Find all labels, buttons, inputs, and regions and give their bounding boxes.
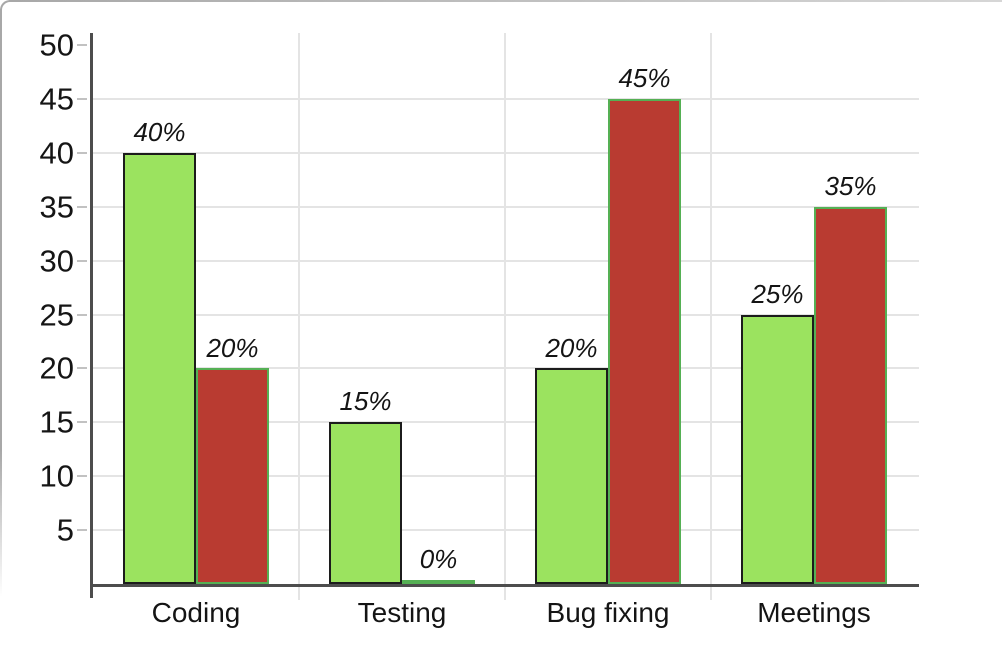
y-tick-20	[77, 367, 87, 370]
bar-value-label: 15%	[339, 386, 392, 417]
bar-series-1-green-bug-fixing: 20%	[535, 333, 608, 584]
y-tick-label-50: 50	[39, 27, 74, 63]
gridline-x-3	[710, 33, 712, 600]
category-group-bug-fixing: 20% 45%	[505, 45, 711, 584]
category-label-testing: Testing	[357, 597, 447, 628]
card-border-left	[0, 9, 2, 597]
gridline-x-2	[504, 33, 506, 600]
y-tick-label-30: 30	[39, 243, 74, 279]
y-tick-label-25: 25	[39, 297, 74, 332]
gridline-y-10	[93, 475, 919, 478]
gridline-y-15	[93, 421, 919, 424]
gridline-y-30	[93, 259, 919, 262]
y-tick-25	[77, 313, 87, 316]
gridline-y-25	[93, 313, 919, 316]
plot-area: 5 10 15 20 25 30 35 40 45 50 40% 20% 15% 0% 20% 45% 25% 3…	[40, 30, 919, 600]
bar-value-label: 20%	[206, 332, 259, 363]
gridline-y-20	[93, 367, 919, 370]
bar-value-label: 45%	[618, 63, 671, 94]
y-tick-label-5: 5	[56, 512, 74, 548]
y-tick-label-35: 35	[39, 189, 74, 225]
bar-series-1-green-coding: 40%	[123, 117, 196, 584]
y-tick-15	[77, 421, 87, 424]
y-tick-label-45: 45	[39, 81, 74, 117]
bar-columns: 40% 20% 15% 0% 20% 45% 25% 35%	[93, 45, 917, 584]
y-tick-label-40: 40	[39, 135, 74, 171]
y-tick-45	[77, 97, 87, 100]
y-tick-label-10: 10	[39, 458, 74, 494]
y-tick-30	[77, 259, 87, 262]
card-border-top	[9, 0, 1002, 2]
gridline-y-40	[93, 151, 919, 154]
bar-series-2-red-meetings: 35%	[814, 171, 887, 584]
bar-value-label: 35%	[824, 170, 877, 201]
gridline-y-35	[93, 205, 919, 208]
card-border-corner	[0, 0, 18, 18]
y-tick-label-15: 15	[39, 404, 74, 440]
y-tick-5	[77, 529, 87, 532]
category-group-testing: 15% 0%	[299, 45, 505, 584]
y-tick-35	[77, 205, 87, 208]
bar-value-label: 20%	[545, 332, 598, 363]
gridline-y-5	[93, 529, 919, 532]
bar-series-1-green-meetings: 25%	[741, 279, 814, 584]
bar-series-2-red-testing: 0%	[402, 544, 475, 584]
bar-value-label: 40%	[133, 116, 186, 147]
bar-series-2-red-coding: 20%	[196, 333, 269, 584]
x-axis-line	[90, 584, 919, 587]
gridline-x-1	[298, 33, 300, 600]
category-label-meetings: Meetings	[757, 597, 871, 628]
category-group-coding: 40% 20%	[93, 45, 299, 584]
y-tick-label-20: 20	[39, 350, 74, 386]
category-group-meetings: 25% 35%	[711, 45, 917, 584]
bar-series-2-red-bug-fixing: 45%	[608, 63, 681, 584]
y-tick-40	[77, 151, 87, 154]
y-tick-50	[77, 44, 87, 46]
y-tick-10	[77, 475, 87, 478]
gridline-y-45	[93, 97, 919, 100]
bar-series-1-green-testing: 15%	[329, 387, 402, 584]
bar-value-label: 25%	[751, 278, 804, 309]
category-label-bug-fixing: Bug fixing	[546, 597, 670, 628]
bar-value-label: 0%	[419, 544, 458, 575]
y-axis-line	[90, 33, 93, 598]
category-axis-labels: Coding Testing Bug fixing Meetings	[93, 597, 917, 629]
category-label-coding: Coding	[151, 597, 241, 628]
